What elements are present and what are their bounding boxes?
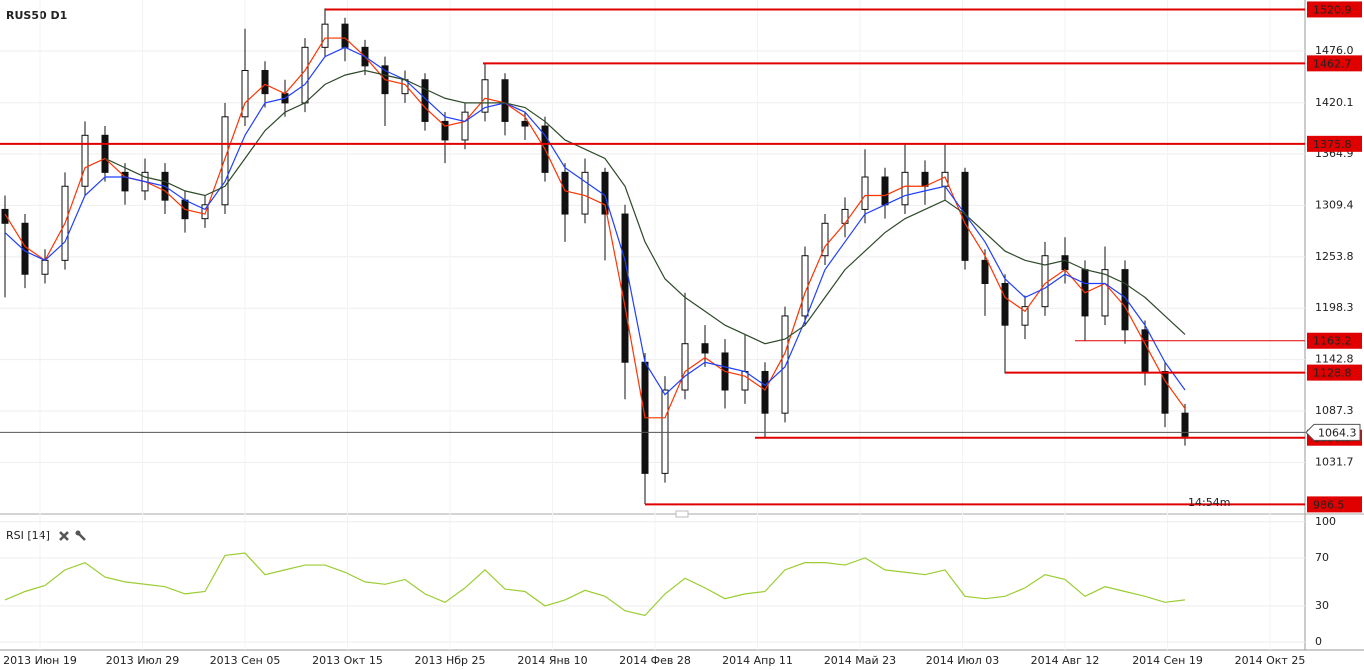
x-tick-label: 2014 Май 23 — [824, 654, 896, 667]
candle-body — [41, 259, 49, 275]
x-tick-label: 2014 Июл 03 — [926, 654, 1000, 667]
candle-body — [441, 120, 449, 141]
candle-body — [781, 315, 789, 414]
candle-body — [1061, 255, 1069, 271]
y-tick-label: 1087.3 — [1315, 404, 1354, 417]
settings-indicator-icon[interactable] — [75, 530, 86, 541]
candle-body — [1161, 370, 1169, 414]
candle-body — [101, 134, 109, 173]
candle-body — [901, 171, 909, 206]
price-level-label: 1375.8 — [1313, 138, 1352, 151]
y-tick-label: 1420.1 — [1315, 96, 1354, 109]
candle-body — [481, 79, 489, 113]
candle-body — [121, 171, 129, 192]
candle-body — [701, 343, 709, 354]
rsi-line — [4, 552, 1186, 617]
candle-body — [561, 171, 569, 215]
panel-resize-handle[interactable] — [675, 510, 689, 518]
candle-body — [661, 389, 669, 474]
y-tick-label: 100 — [1315, 515, 1336, 528]
candle-body — [941, 171, 949, 187]
candle-body — [761, 370, 769, 414]
candle-body — [501, 79, 509, 122]
candle-body — [261, 69, 269, 95]
price-level-tag — [1307, 55, 1362, 72]
price-level-tag — [1307, 1, 1362, 18]
candle-body — [321, 23, 329, 48]
price-level-label: 1128.8 — [1313, 367, 1352, 380]
candle-body — [621, 213, 629, 363]
price-level-tag — [1307, 364, 1362, 381]
candle-body — [1141, 329, 1149, 372]
price-level-label: 1520.9 — [1313, 3, 1352, 16]
candle-body — [81, 134, 89, 187]
candle-body — [1121, 269, 1129, 331]
symbol-title: RUS50 D1 — [6, 9, 67, 22]
candle-body — [681, 343, 689, 391]
y-tick-label: 1253.8 — [1315, 250, 1354, 263]
price-level-label: 1462.7 — [1313, 57, 1352, 70]
candle-body — [861, 176, 869, 210]
y-tick-label: 30 — [1315, 599, 1329, 612]
candle-body — [801, 255, 809, 317]
x-tick-label: 2013 Нбр 25 — [414, 654, 485, 667]
candle-body — [221, 116, 229, 206]
candle-body — [981, 259, 989, 285]
last-price-tag — [1305, 423, 1361, 441]
candle-body — [341, 23, 349, 48]
x-tick-label: 2014 Апр 11 — [722, 654, 793, 667]
y-tick-label: 1142.8 — [1315, 353, 1354, 366]
bar-timer: 14:54m — [1188, 496, 1230, 509]
x-tick-label: 2014 Фев 28 — [619, 654, 691, 667]
candle-body — [821, 222, 829, 257]
moving-average-line — [104, 69, 1186, 345]
candle-body — [241, 69, 249, 118]
price-level-tag — [1307, 332, 1362, 349]
candle-body — [921, 171, 929, 187]
candle-body — [1, 208, 9, 224]
candle-body — [461, 111, 469, 141]
candle-body — [741, 370, 749, 391]
x-tick-label: 2013 Сен 05 — [210, 654, 281, 667]
price-level-tag — [1307, 496, 1362, 513]
x-tick-label: 2014 Сен 19 — [1132, 654, 1203, 667]
candle-body — [301, 46, 309, 104]
y-tick-label: 70 — [1315, 551, 1329, 564]
moving-average-line — [4, 37, 1186, 419]
candle-body — [1001, 283, 1009, 326]
candle-body — [521, 120, 529, 127]
y-tick-label: 0 — [1315, 635, 1322, 648]
y-tick-label: 1309.4 — [1315, 198, 1354, 211]
x-tick-label: 2014 Окт 25 — [1235, 654, 1306, 667]
price-level-tag — [1307, 135, 1362, 152]
price-level-label: 986.5 — [1313, 498, 1345, 511]
x-tick-label: 2014 Янв 10 — [517, 654, 587, 667]
x-tick-label: 2014 Авг 12 — [1031, 654, 1100, 667]
x-tick-label: 2013 Июл 29 — [106, 654, 180, 667]
candle-body — [1021, 306, 1029, 326]
candle-body — [581, 171, 589, 215]
rsi-title: RSI [14] — [6, 529, 50, 542]
x-tick-label: 2013 Июн 19 — [3, 654, 77, 667]
candle-body — [1041, 255, 1049, 308]
y-tick-label: 1031.7 — [1315, 456, 1354, 469]
candle-body — [201, 204, 209, 220]
candle-body — [1101, 269, 1109, 317]
candle-body — [881, 176, 889, 206]
close-indicator-icon[interactable] — [59, 531, 69, 541]
last-price-label: 1064.3 — [1318, 426, 1357, 439]
price-level-label: 1163.2 — [1313, 335, 1352, 348]
candle-body — [1181, 412, 1189, 437]
x-tick-label: 2013 Окт 15 — [312, 654, 383, 667]
moving-average-line — [4, 46, 1186, 396]
y-tick-label: 1198.3 — [1315, 301, 1354, 314]
y-tick-label: 1476.0 — [1315, 44, 1354, 57]
